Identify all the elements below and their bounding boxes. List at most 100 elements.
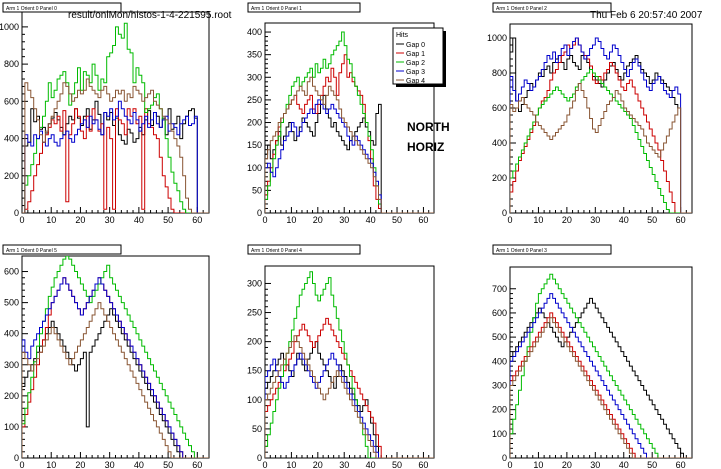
histogram-panel-1: Arm 1 Orient 0 Panel 1 0 50 100 150 200 250 300… [247, 2, 435, 225]
series-line [510, 317, 692, 458]
y-tick-label: 500 [492, 332, 507, 342]
x-tick-label: 60 [192, 215, 202, 225]
y-tick-label: 0 [14, 453, 19, 463]
x-tick-label: 0 [262, 215, 267, 225]
histogram-panel-4: Arm 1 Orient 0 Panel 4050100150200250300… [247, 244, 435, 469]
panel-title: Arm 1 Orient 0 Panel 5 [6, 248, 57, 254]
x-tick-label: 60 [418, 215, 428, 225]
x-tick-label: 0 [262, 460, 267, 469]
y-tick-label: 700 [492, 284, 507, 294]
legend-entry: Gap 4 [406, 78, 425, 85]
panel-title: Arm 1 Orient 0 Panel 4 [251, 248, 302, 254]
histogram-panel-0: Arm 1 Orient 0 Panel 0 0 200 400 600 800 1000 0… [0, 2, 210, 225]
x-tick-label: 50 [392, 215, 402, 225]
y-tick-label: 200 [247, 118, 262, 128]
series-line [22, 22, 209, 213]
series-line [265, 76, 434, 213]
x-tick-label: 30 [105, 460, 115, 469]
y-tick-label: 400 [247, 27, 262, 37]
y-tick-label: 600 [492, 103, 507, 113]
y-tick-label: 50 [252, 424, 262, 434]
x-tick-label: 60 [676, 215, 686, 225]
panel-title-box [492, 2, 612, 13]
y-tick-label: 300 [4, 360, 19, 370]
x-tick-label: 50 [647, 460, 657, 469]
y-tick-label: 400 [4, 134, 19, 144]
y-tick-label: 200 [4, 171, 19, 181]
series-line [510, 83, 692, 213]
x-tick-label: 40 [366, 460, 376, 469]
x-tick-label: 10 [533, 215, 543, 225]
x-tick-label: 20 [313, 215, 323, 225]
plot-frame [509, 266, 693, 459]
y-tick-label: 250 [247, 308, 262, 318]
y-tick-label: 200 [492, 173, 507, 183]
x-tick-label: 50 [392, 460, 402, 469]
y-tick-label: 100 [247, 163, 262, 173]
y-tick-label: 600 [4, 267, 19, 277]
panel-title: Arm 1 Orient 0 Panel 0 [6, 6, 57, 12]
x-tick-label: 20 [75, 460, 85, 469]
series-line [265, 99, 434, 213]
legend-entry: Gap 0 [406, 42, 425, 49]
y-tick-label: 300 [247, 72, 262, 82]
y-tick-label: 0 [14, 208, 19, 218]
series-line [510, 69, 692, 213]
series-line [22, 277, 209, 458]
x-tick-label: 0 [507, 460, 512, 469]
y-tick-label: 100 [4, 422, 19, 432]
series-line [510, 297, 692, 458]
x-tick-label: 40 [134, 460, 144, 469]
x-tick-label: 60 [676, 460, 686, 469]
series-line [22, 100, 209, 213]
y-tick-label: 150 [247, 140, 262, 150]
legend-entry: Gap 2 [406, 60, 425, 67]
x-tick-label: 20 [313, 460, 323, 469]
y-tick-label: 300 [247, 278, 262, 288]
y-tick-label: 400 [4, 329, 19, 339]
x-tick-label: 30 [590, 460, 600, 469]
y-tick-label: 100 [247, 395, 262, 405]
y-tick-label: 100 [492, 429, 507, 439]
x-tick-label: 60 [192, 460, 202, 469]
y-tick-label: 600 [4, 96, 19, 106]
panel-title-box [492, 244, 612, 255]
y-tick-label: 50 [252, 185, 262, 195]
series-line [510, 37, 692, 213]
y-tick-label: 250 [247, 95, 262, 105]
series-line [22, 78, 209, 213]
x-tick-label: 20 [562, 215, 572, 225]
x-tick-label: 0 [507, 215, 512, 225]
x-tick-label: 60 [418, 460, 428, 469]
x-tick-label: 10 [286, 215, 296, 225]
y-tick-label: 0 [257, 453, 262, 463]
file-path: result/onlMon/histos-1-4-221595.root [68, 10, 232, 21]
x-tick-label: 20 [75, 215, 85, 225]
x-tick-label: 10 [46, 215, 56, 225]
x-tick-label: 40 [366, 215, 376, 225]
x-tick-label: 50 [163, 460, 173, 469]
y-tick-label: 800 [4, 59, 19, 69]
y-tick-label: 0 [502, 208, 507, 218]
panel-title-box [2, 244, 122, 255]
y-tick-label: 1000 [0, 22, 19, 32]
y-tick-label: 350 [247, 50, 262, 60]
series-line [265, 31, 434, 213]
x-tick-label: 0 [19, 215, 24, 225]
y-tick-label: 500 [4, 298, 19, 308]
legend-title: Hits [396, 32, 409, 39]
series-line [22, 108, 209, 213]
plot-frame [264, 265, 435, 459]
x-tick-label: 30 [105, 215, 115, 225]
legend: Hits Gap 0 Gap 1 Gap 2 Gap 3 Gap 4 [392, 27, 446, 87]
x-tick-label: 40 [619, 460, 629, 469]
y-tick-label: 0 [502, 453, 507, 463]
x-tick-label: 50 [163, 215, 173, 225]
series-line [22, 277, 209, 458]
panel-title: Arm 1 Orient 0 Panel 1 [251, 6, 302, 12]
histogram-panel-5: Arm 1 Orient 0 Panel 3010020030040050060… [492, 244, 693, 469]
panel-title: Arm 1 Orient 0 Panel 3 [496, 248, 547, 254]
x-tick-label: 30 [339, 215, 349, 225]
x-tick-label: 40 [619, 215, 629, 225]
